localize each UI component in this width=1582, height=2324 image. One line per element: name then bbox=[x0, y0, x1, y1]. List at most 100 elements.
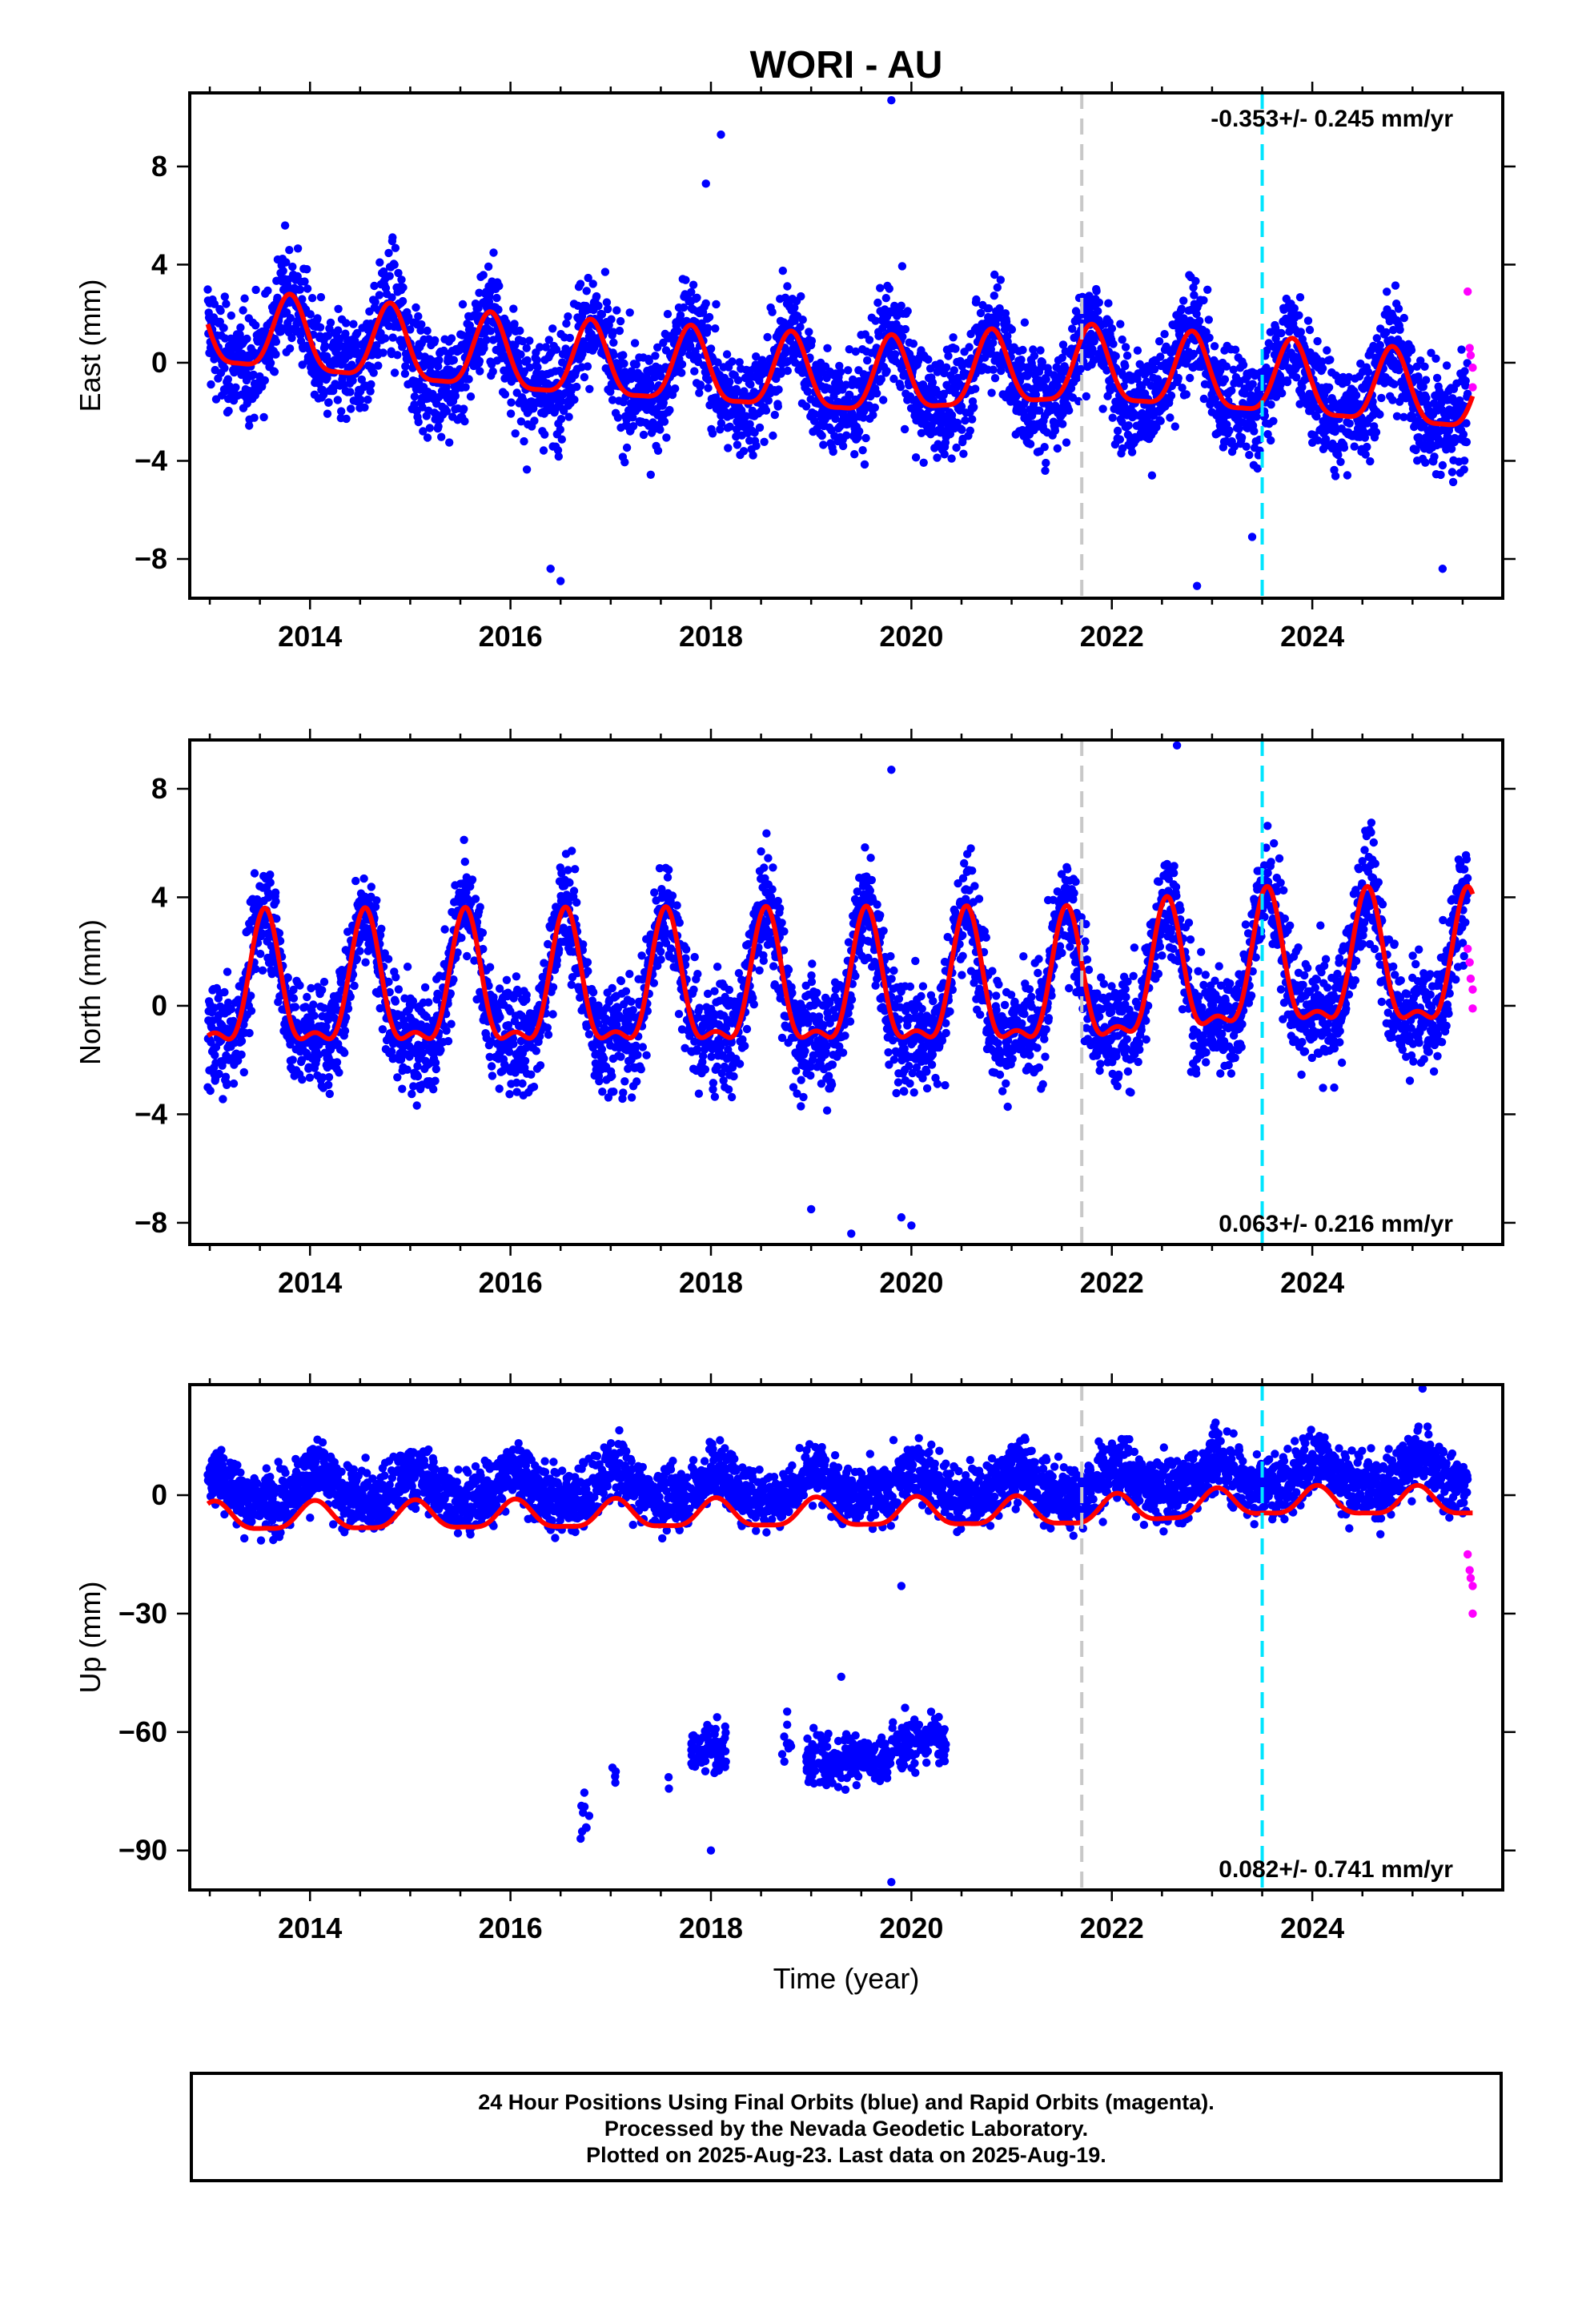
final-orbit-point bbox=[1460, 367, 1469, 376]
final-orbit-point bbox=[453, 948, 462, 957]
final-orbit-point bbox=[420, 983, 430, 992]
final-orbit-point bbox=[285, 344, 295, 353]
final-orbit-point bbox=[687, 287, 696, 296]
final-orbit-point bbox=[1460, 465, 1468, 474]
final-orbit-point bbox=[256, 949, 265, 959]
final-orbit-point bbox=[295, 981, 304, 990]
final-orbit-point bbox=[518, 336, 528, 346]
final-orbit-point bbox=[609, 351, 618, 360]
final-orbit-point bbox=[419, 427, 428, 436]
final-orbit-point bbox=[685, 341, 695, 350]
final-orbit-point bbox=[1026, 440, 1035, 448]
final-orbit-point bbox=[565, 333, 574, 343]
final-orbit-point bbox=[378, 1025, 387, 1034]
x-tick-label: 2018 bbox=[679, 620, 743, 653]
final-orbit-point bbox=[1336, 457, 1345, 466]
final-orbit-point bbox=[234, 1056, 243, 1065]
final-orbit-point bbox=[440, 925, 449, 934]
final-orbit-point bbox=[346, 388, 355, 396]
final-orbit-point bbox=[924, 355, 933, 364]
final-orbit-point bbox=[1053, 444, 1062, 453]
final-orbit-point bbox=[582, 287, 591, 296]
final-orbit-point bbox=[651, 352, 660, 360]
final-orbit-point bbox=[418, 1048, 428, 1057]
final-orbit-point bbox=[1250, 427, 1259, 436]
final-orbit-point bbox=[796, 323, 805, 332]
final-orbit-point bbox=[644, 356, 653, 365]
final-orbit-point bbox=[1375, 410, 1384, 419]
x-tick-label: 2024 bbox=[1280, 620, 1344, 653]
final-orbit-point bbox=[845, 345, 854, 354]
final-orbit-point bbox=[1295, 311, 1303, 320]
final-orbit-point bbox=[377, 924, 386, 934]
final-orbit-point bbox=[324, 398, 333, 407]
final-orbit-point bbox=[367, 883, 375, 891]
final-orbit-point bbox=[423, 326, 432, 336]
final-orbit-point bbox=[1401, 386, 1411, 396]
final-orbit-point bbox=[264, 893, 273, 903]
final-orbit-point bbox=[790, 304, 799, 312]
final-orbit-point bbox=[1427, 348, 1435, 357]
final-orbit-point bbox=[711, 324, 720, 333]
final-orbit-point bbox=[1119, 401, 1129, 410]
final-orbit-point bbox=[681, 275, 690, 284]
final-orbit-point bbox=[243, 334, 251, 344]
final-orbit-point bbox=[489, 248, 498, 257]
final-orbit-outlier bbox=[1192, 581, 1202, 590]
final-orbit-point bbox=[660, 417, 669, 426]
final-orbit-point bbox=[1375, 340, 1385, 350]
final-orbit-point bbox=[959, 449, 968, 458]
final-orbit-point bbox=[1303, 316, 1313, 325]
final-orbit-point bbox=[1124, 421, 1133, 430]
final-orbit-point bbox=[273, 293, 282, 302]
final-orbit-point bbox=[221, 1072, 231, 1081]
final-orbit-point bbox=[361, 958, 370, 967]
final-orbit-point bbox=[1412, 362, 1422, 371]
final-orbit-point bbox=[607, 315, 616, 324]
final-orbit-point bbox=[245, 925, 255, 934]
final-orbit-point bbox=[704, 376, 713, 384]
y-axis-label: East (mm) bbox=[74, 279, 106, 412]
final-orbit-point bbox=[671, 384, 680, 393]
final-orbit-point bbox=[705, 312, 714, 322]
final-orbit-point bbox=[1298, 383, 1307, 392]
final-orbit-point bbox=[851, 347, 861, 356]
final-orbit-point bbox=[476, 367, 484, 376]
final-orbit-point bbox=[239, 1068, 248, 1077]
final-orbit-point bbox=[260, 376, 269, 385]
final-orbit-point bbox=[446, 989, 455, 998]
final-orbit-point bbox=[1442, 361, 1452, 370]
final-orbit-point bbox=[223, 375, 232, 384]
final-orbit-point bbox=[1098, 404, 1107, 413]
final-orbit-point bbox=[990, 374, 1000, 383]
final-orbit-point bbox=[615, 326, 624, 336]
final-orbit-point bbox=[689, 280, 698, 289]
final-orbit-point bbox=[1150, 365, 1159, 374]
final-orbit-point bbox=[412, 1101, 421, 1110]
final-orbit-point bbox=[279, 267, 287, 275]
final-orbit-point bbox=[220, 292, 229, 301]
final-orbit-point bbox=[460, 835, 468, 845]
final-orbit-point bbox=[475, 356, 484, 366]
final-orbit-point bbox=[457, 933, 466, 943]
final-orbit-point bbox=[510, 320, 519, 328]
final-orbit-point bbox=[324, 1080, 333, 1090]
final-orbit-point bbox=[504, 1021, 513, 1030]
final-orbit-point bbox=[1235, 424, 1243, 433]
final-orbit-point bbox=[1399, 412, 1408, 421]
final-orbit-point bbox=[764, 396, 773, 405]
final-orbit-point bbox=[479, 271, 488, 279]
final-orbit-point bbox=[320, 341, 329, 350]
final-orbit-point bbox=[1156, 416, 1165, 425]
final-orbit-point bbox=[422, 1012, 431, 1022]
final-orbit-point bbox=[352, 955, 361, 963]
final-orbit-point bbox=[628, 422, 638, 431]
final-orbit-point bbox=[305, 1073, 315, 1082]
final-orbit-point bbox=[359, 874, 368, 883]
final-orbit-point bbox=[506, 409, 516, 418]
final-orbit-point bbox=[500, 390, 510, 399]
final-orbit-point bbox=[990, 270, 999, 279]
final-orbit-point bbox=[394, 268, 403, 278]
